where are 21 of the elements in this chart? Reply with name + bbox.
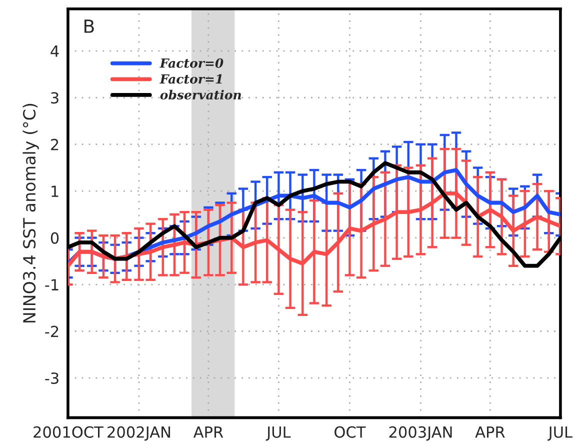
legend-label: Factor=1 bbox=[160, 74, 222, 84]
y-tick-label: 4 bbox=[50, 46, 59, 57]
x-tick-label: JUL bbox=[548, 426, 572, 441]
y-tick-label: -2 bbox=[45, 326, 58, 338]
legend-label: Factor=0 bbox=[160, 58, 224, 68]
y-tick-label: 1 bbox=[52, 186, 58, 197]
x-tick-label: 2002JAN bbox=[108, 426, 170, 441]
y-tick-label: -3 bbox=[45, 372, 58, 384]
x-tick-label: APR bbox=[193, 426, 224, 438]
x-tick-label: OCT bbox=[334, 426, 366, 438]
y-axis-title: NINO3.4 SST anomaly (°C) bbox=[22, 104, 39, 322]
y-tick-label: 3 bbox=[51, 92, 58, 104]
x-tick-label: JUL bbox=[266, 426, 291, 441]
legend-label: observation bbox=[160, 90, 242, 100]
x-tick-label: 2001OCT bbox=[34, 426, 104, 438]
y-tick-label: 2 bbox=[51, 138, 58, 150]
y-tick-label: 0 bbox=[50, 232, 59, 244]
y-tick-label: -1 bbox=[45, 279, 58, 290]
x-tick-label: 2003JAN bbox=[389, 426, 452, 441]
annotation: B bbox=[84, 20, 94, 33]
x-tick-label: APR bbox=[475, 426, 505, 438]
